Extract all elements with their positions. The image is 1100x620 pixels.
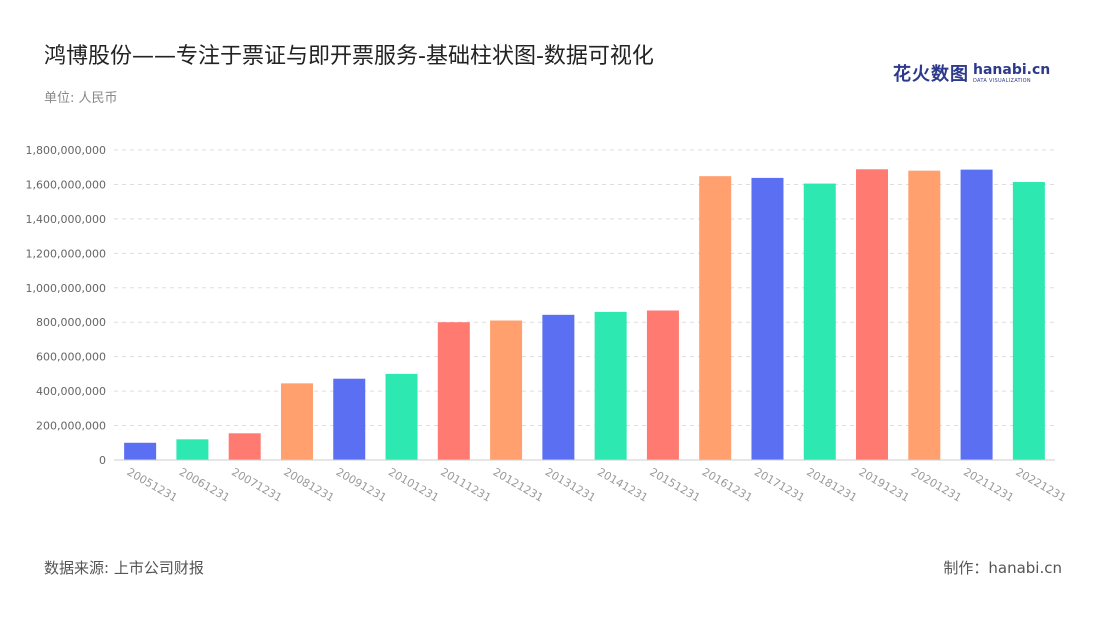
x-tick-label: 20111231 — [438, 465, 493, 504]
bar — [960, 169, 993, 460]
maker-credit: 制作：hanabi.cn — [943, 559, 1062, 577]
y-tick-label: 400,000,000 — [36, 385, 106, 398]
x-tick-label: 20131231 — [543, 465, 598, 504]
bar — [856, 169, 889, 461]
x-tick-label: 20191231 — [857, 465, 912, 504]
x-tick-label: 20121231 — [491, 465, 546, 504]
bar — [751, 177, 784, 460]
x-tick-label: 20211231 — [961, 465, 1016, 504]
brand-logo: 花火数图 hanabi.cn DATA VISUALIZATION — [893, 60, 1050, 86]
logo-subtitle: DATA VISUALIZATION — [973, 77, 1031, 84]
x-tick-label: 20171231 — [752, 465, 807, 504]
bar — [594, 311, 627, 460]
bar — [542, 314, 575, 460]
y-tick-label: 1,800,000,000 — [26, 144, 106, 157]
x-tick-label: 20161231 — [700, 465, 755, 504]
unit-label: 单位: 人民币 — [44, 91, 118, 106]
bar — [385, 373, 418, 460]
bar — [699, 176, 732, 460]
x-tick-label: 20061231 — [177, 465, 232, 504]
y-tick-label: 1,000,000,000 — [26, 282, 106, 295]
logo-english-block: hanabi.cn DATA VISUALIZATION — [973, 63, 1050, 84]
x-axis-ticks: 2005123120061231200712312008123120091231… — [125, 465, 1069, 504]
y-axis-ticks: 0 200,000,000 400,000,000 600,000,000 800,00… — [26, 144, 106, 467]
bar — [803, 183, 836, 461]
x-tick-label: 20091231 — [334, 465, 389, 504]
bar — [908, 170, 941, 460]
bar — [124, 442, 157, 460]
x-tick-label: 20071231 — [229, 465, 284, 504]
y-tick-label: 600,000,000 — [36, 351, 106, 364]
bar — [437, 322, 470, 460]
chart-title: 鸿博股份——专注于票证与即开票服务-基础柱状图-数据可视化 — [44, 44, 654, 69]
x-tick-label: 20141231 — [595, 465, 650, 504]
x-tick-label: 20181231 — [804, 465, 859, 504]
y-tick-label: 800,000,000 — [36, 316, 106, 329]
bar — [1012, 182, 1045, 461]
x-tick-label: 20051231 — [125, 465, 180, 504]
logo-chinese-text: 花火数图 — [893, 64, 969, 85]
y-tick-label: 1,400,000,000 — [26, 213, 106, 226]
bars — [124, 169, 1045, 461]
x-tick-label: 20151231 — [647, 465, 702, 504]
y-tick-label: 1,600,000,000 — [26, 178, 106, 191]
bar — [646, 310, 679, 460]
x-tick-label: 20101231 — [386, 465, 441, 504]
bar — [228, 433, 261, 460]
bar — [333, 378, 366, 460]
bar — [280, 383, 313, 460]
x-tick-label: 20201231 — [909, 465, 964, 504]
data-source: 数据来源: 上市公司财报 — [44, 559, 204, 577]
bar — [176, 439, 209, 460]
bar — [490, 320, 523, 460]
y-tick-label: 200,000,000 — [36, 420, 106, 433]
logo-english-text: hanabi.cn — [973, 61, 1051, 78]
grid-lines — [114, 149, 1055, 427]
y-tick-label: 1,200,000,000 — [26, 247, 106, 260]
x-tick-label: 20081231 — [281, 465, 336, 504]
x-tick-label: 20221231 — [1013, 465, 1068, 504]
y-tick-label: 0 — [99, 454, 106, 467]
